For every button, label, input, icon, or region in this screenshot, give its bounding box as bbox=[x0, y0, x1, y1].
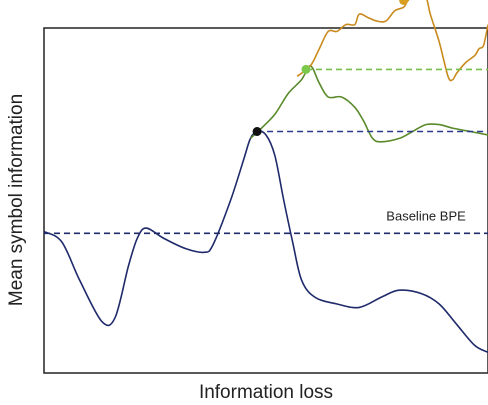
series-line-0 bbox=[43, 130, 488, 354]
plot-frame bbox=[43, 27, 488, 374]
series-line-2 bbox=[296, 0, 488, 82]
series-line-1 bbox=[249, 65, 488, 143]
x-axis-label: Information loss bbox=[199, 382, 333, 403]
data-point-marker-1 bbox=[301, 64, 311, 74]
marker-layer bbox=[252, 0, 409, 136]
data-point-marker-2 bbox=[399, 0, 409, 5]
data-point-marker-0 bbox=[252, 127, 262, 136]
annotation-baseline-bpe: Baseline BPE bbox=[386, 209, 466, 224]
series-layer bbox=[43, 0, 488, 354]
y-axis-label: Mean symbol information bbox=[6, 94, 27, 306]
